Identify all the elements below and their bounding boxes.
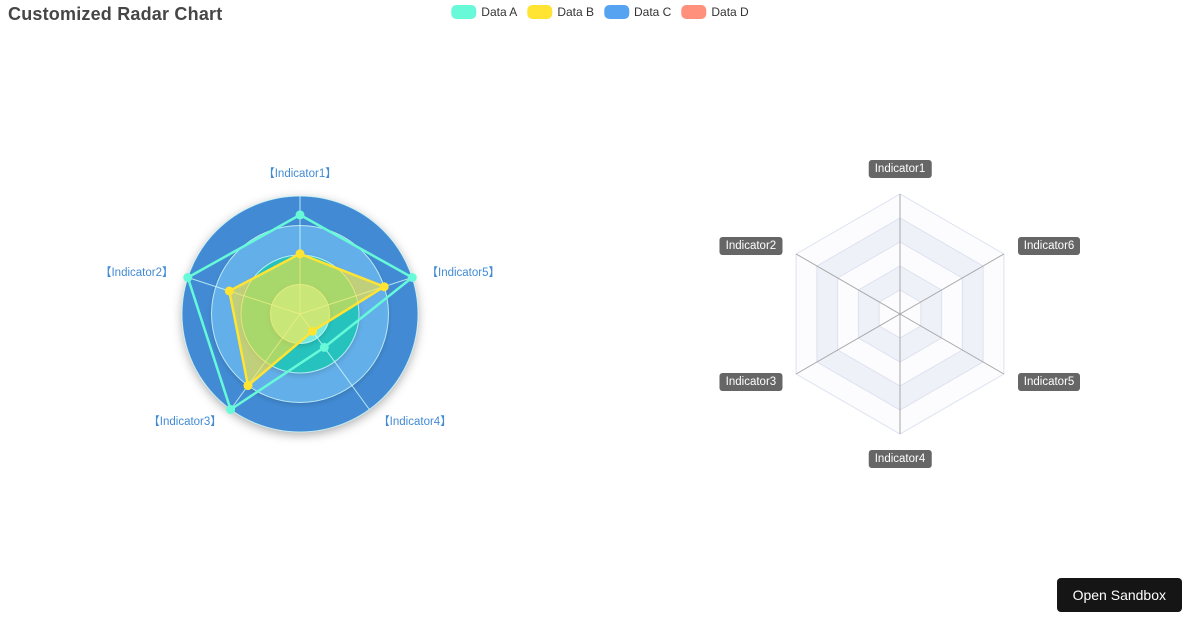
radar-1-axis-label-5: 【Indicator5】 [426, 266, 501, 279]
legend: Data A Data B Data C Data D [451, 5, 749, 19]
legend-item-label: Data C [634, 5, 672, 19]
radar-2-axis-label-3: Indicator3 [719, 373, 783, 391]
legend-swatch-icon [604, 5, 629, 19]
legend-item-data-d[interactable]: Data D [681, 5, 749, 19]
legend-item-label: Data D [711, 5, 749, 19]
radar-2-axis-label-1: Indicator1 [868, 160, 932, 178]
legend-item-label: Data A [481, 5, 518, 19]
page-title: Customized Radar Chart [8, 4, 223, 24]
radar-1 [181, 195, 419, 433]
legend-item-data-a[interactable]: Data A [451, 5, 517, 19]
legend-swatch-icon [527, 5, 553, 19]
radar-2-axis-label-5: Indicator5 [1017, 373, 1081, 391]
radar-2-axis-label-2: Indicator2 [719, 237, 783, 255]
radar-2-axis-label-6: Indicator6 [1017, 237, 1081, 255]
radar-2-axis-label-4: Indicator4 [868, 450, 932, 468]
legend-swatch-icon [451, 5, 477, 19]
legend-item-label: Data B [557, 5, 594, 19]
legend-item-data-c[interactable]: Data C [604, 5, 671, 19]
legend-swatch-icon [681, 5, 707, 19]
open-sandbox-button[interactable]: Open Sandbox [1056, 578, 1182, 612]
radar-1-axis-label-4: 【Indicator4】 [378, 415, 452, 428]
legend-item-data-b[interactable]: Data B [527, 5, 594, 19]
radar-1-axis-label-3: 【Indicator3】 [148, 415, 222, 428]
radar-2 [795, 193, 1005, 435]
radar-1-axis-label-2: 【Indicator2】 [99, 266, 174, 279]
radar-1-axis-label-1: 【Indicator1】 [263, 168, 337, 180]
